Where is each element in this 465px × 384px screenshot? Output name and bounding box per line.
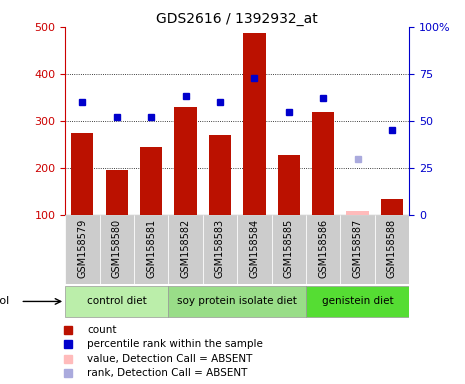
Bar	[278, 155, 300, 215]
Bar	[272, 215, 306, 284]
Bar	[346, 211, 369, 215]
Text: GSM158581: GSM158581	[146, 218, 156, 278]
Text: control diet: control diet	[87, 296, 146, 306]
Bar	[65, 215, 100, 284]
Text: protocol: protocol	[0, 296, 9, 306]
Bar	[71, 133, 93, 215]
Text: GSM158580: GSM158580	[112, 218, 122, 278]
Bar	[340, 215, 375, 284]
Bar	[209, 135, 231, 215]
Bar	[312, 112, 334, 215]
Text: value, Detection Call = ABSENT: value, Detection Call = ABSENT	[87, 354, 252, 364]
Text: soy protein isolate diet: soy protein isolate diet	[177, 296, 297, 306]
Bar	[100, 215, 134, 284]
Bar	[168, 286, 306, 317]
Text: GSM158582: GSM158582	[180, 218, 191, 278]
Bar	[140, 147, 162, 215]
Bar	[203, 215, 237, 284]
Text: GSM158585: GSM158585	[284, 218, 294, 278]
Text: GSM158586: GSM158586	[318, 218, 328, 278]
Bar	[174, 107, 197, 215]
Bar	[168, 215, 203, 284]
Bar	[65, 286, 168, 317]
Bar	[106, 170, 128, 215]
Title: GDS2616 / 1392932_at: GDS2616 / 1392932_at	[156, 12, 318, 26]
Text: GSM158587: GSM158587	[352, 218, 363, 278]
Text: GSM158579: GSM158579	[77, 218, 87, 278]
Bar	[375, 215, 409, 284]
Text: count: count	[87, 325, 117, 335]
Bar	[243, 33, 266, 215]
Text: GSM158584: GSM158584	[249, 218, 259, 278]
Bar	[306, 286, 409, 317]
Bar	[134, 215, 168, 284]
Text: percentile rank within the sample: percentile rank within the sample	[87, 339, 263, 349]
Bar	[381, 199, 403, 215]
Bar	[306, 215, 340, 284]
Bar	[237, 215, 272, 284]
Text: GSM158588: GSM158588	[387, 218, 397, 278]
Text: genistein diet: genistein diet	[322, 296, 393, 306]
Text: rank, Detection Call = ABSENT: rank, Detection Call = ABSENT	[87, 368, 247, 378]
Text: GSM158583: GSM158583	[215, 218, 225, 278]
